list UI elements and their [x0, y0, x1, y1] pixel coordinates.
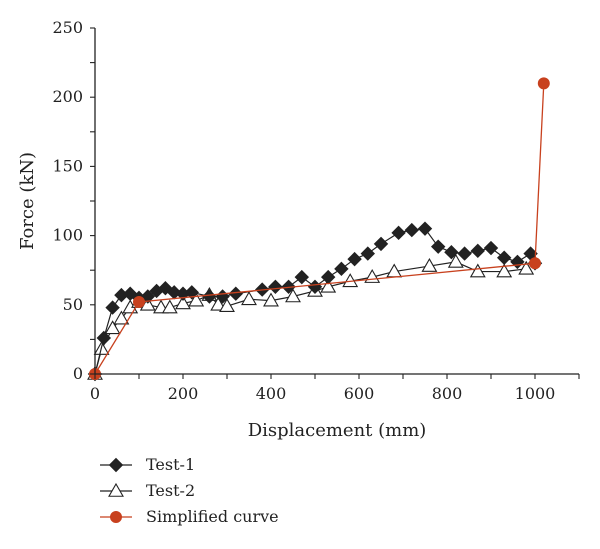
- y-tick-label: 200: [52, 87, 83, 106]
- series-line: [94, 261, 527, 375]
- x-tick-label: 1000: [515, 384, 556, 403]
- data-point: [470, 243, 486, 259]
- data-point: [161, 299, 178, 314]
- data-point: [457, 246, 472, 261]
- data-point: [184, 285, 200, 300]
- y-tick-label: 150: [52, 156, 83, 175]
- y-tick-label: 50: [63, 295, 83, 314]
- data-point: [360, 246, 376, 261]
- legend-item: Simplified curve: [100, 507, 279, 526]
- data-point: [285, 288, 301, 303]
- series-test-2: [87, 253, 535, 380]
- data-point: [496, 250, 512, 265]
- data-point: [188, 292, 205, 307]
- x-tick-label: 600: [344, 384, 375, 403]
- x-tick-label: 800: [432, 384, 463, 403]
- x-tick-label: 0: [90, 384, 100, 403]
- axes: 0 200 400 600 800 1000 0 50 100 150 200 250 Displace…: [17, 18, 580, 441]
- data-point: [537, 77, 550, 90]
- legend-marker: [108, 457, 124, 473]
- data-point: [421, 257, 438, 272]
- data-point: [105, 300, 120, 315]
- legend-label: Test-2: [146, 481, 195, 500]
- data-point: [219, 298, 235, 312]
- data-point: [228, 286, 244, 301]
- data-point: [113, 310, 130, 325]
- data-point: [404, 222, 420, 238]
- legend-item: Test-1: [100, 455, 195, 474]
- legend-marker: [108, 482, 124, 497]
- x-tick-label: 200: [168, 384, 199, 403]
- series-test-1: [87, 221, 543, 382]
- data-point: [334, 261, 349, 277]
- data-point: [202, 289, 217, 304]
- series-line: [94, 83, 545, 375]
- y-axis-title: Force (kN): [17, 152, 38, 250]
- data-point: [496, 263, 513, 278]
- data-point: [133, 296, 145, 309]
- series-simplified-curve: [89, 77, 550, 380]
- data-point: [430, 239, 446, 254]
- data-point: [391, 225, 406, 241]
- data-point: [104, 320, 121, 335]
- data-point: [469, 263, 486, 278]
- data-point: [96, 330, 112, 346]
- legend-label: Simplified curve: [146, 507, 279, 526]
- legend-label: Test-1: [146, 455, 195, 474]
- data-point: [320, 269, 336, 285]
- data-point: [417, 221, 433, 236]
- data-point: [268, 279, 283, 295]
- data-point: [347, 251, 362, 267]
- data-point: [140, 289, 156, 304]
- data-point: [263, 292, 279, 307]
- data-point: [447, 253, 464, 268]
- plot-area: [87, 77, 550, 382]
- legend-marker: [110, 511, 122, 523]
- legend: Test-1 Test-2 Simplified curve: [100, 455, 279, 526]
- data-point: [373, 236, 389, 252]
- legend-item: Test-2: [100, 481, 195, 500]
- data-point: [518, 260, 535, 275]
- data-point: [444, 245, 459, 260]
- data-point: [294, 269, 310, 285]
- data-point: [510, 254, 525, 270]
- y-tick-label: 100: [52, 226, 83, 245]
- x-tick-label: 400: [256, 384, 287, 403]
- data-point: [529, 257, 541, 270]
- data-point: [210, 296, 227, 311]
- y-tick-label: 250: [52, 18, 83, 37]
- data-point: [241, 291, 257, 306]
- x-axis-title: Displacement (mm): [248, 420, 427, 441]
- data-point: [483, 240, 499, 256]
- data-point: [320, 278, 337, 293]
- data-point: [175, 295, 191, 310]
- y-tick-label: 0: [73, 364, 83, 383]
